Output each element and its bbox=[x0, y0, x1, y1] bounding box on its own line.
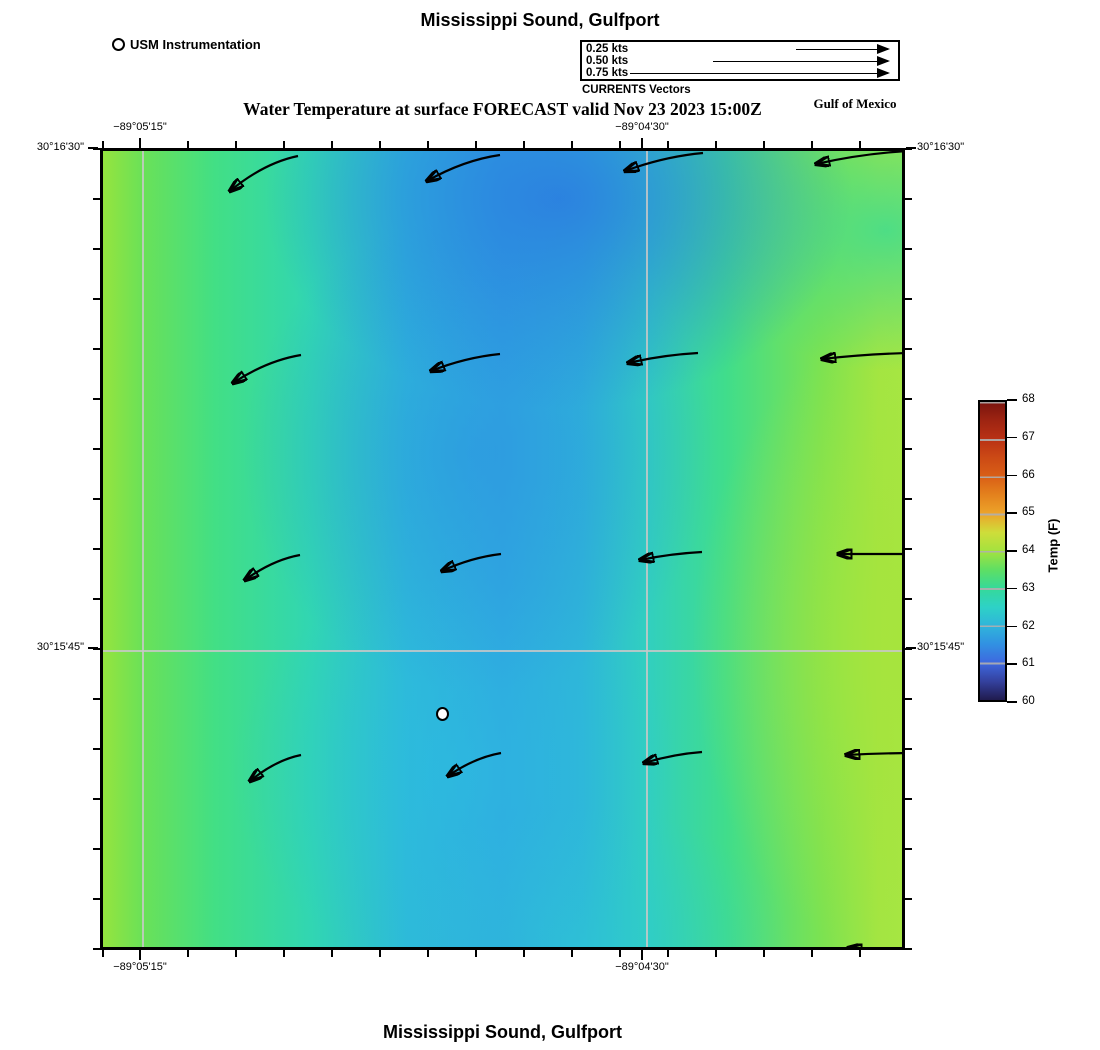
current-vector-arrow bbox=[816, 151, 902, 164]
map-plot bbox=[100, 148, 905, 950]
current-vector-arrow bbox=[448, 751, 502, 776]
major-tick bbox=[139, 138, 141, 148]
current-vector-arrow bbox=[245, 553, 301, 580]
axis-ticks-right bbox=[905, 148, 912, 950]
currents-legend-box: 0.25 kts 0.50 kts 0.75 kts bbox=[580, 40, 900, 81]
major-tick bbox=[88, 147, 98, 149]
forecast-subtitle: Water Temperature at surface FORECAST va… bbox=[243, 99, 762, 119]
x-axis-label-top: −89°05'15" bbox=[113, 121, 167, 133]
major-tick bbox=[641, 950, 643, 960]
station-marker-icon bbox=[112, 38, 125, 51]
gulf-of-mexico-label: Gulf of Mexico bbox=[813, 96, 897, 111]
colorbar-tick bbox=[1007, 399, 1017, 401]
currents-legend-row: 0.25 kts bbox=[586, 43, 894, 55]
colorbar-tick bbox=[1007, 512, 1017, 514]
current-vector-arrow bbox=[644, 750, 703, 763]
current-vector-arrow bbox=[822, 353, 902, 359]
major-tick bbox=[139, 950, 141, 960]
current-vector-arrow bbox=[640, 550, 703, 560]
colorbar-tick-label: 67 bbox=[1022, 430, 1035, 443]
scale-arrow-icon bbox=[796, 43, 890, 54]
gridline-vertical bbox=[646, 151, 648, 947]
usm-station-marker bbox=[436, 707, 449, 721]
currents-legend-speed-label: 0.50 kts bbox=[586, 55, 629, 67]
currents-legend-row: 0.50 kts bbox=[586, 55, 894, 67]
figure-footer-title: Mississippi Sound, Gulfport bbox=[382, 1022, 622, 1042]
arrowhead-icon bbox=[877, 43, 890, 54]
arrowhead-icon bbox=[877, 67, 890, 78]
colorbar-tick bbox=[1007, 474, 1017, 476]
current-vector-arrow bbox=[625, 151, 704, 171]
colorbar-tick-label: 63 bbox=[1022, 581, 1035, 594]
figure-title: Mississippi Sound, Gulfport bbox=[420, 10, 660, 30]
major-tick bbox=[906, 147, 916, 149]
colorbar-tick-label: 64 bbox=[1022, 544, 1035, 556]
y-axis-label-left: 30°16'30" bbox=[36, 141, 84, 153]
gridline-horizontal bbox=[103, 650, 902, 652]
major-tick bbox=[641, 138, 643, 148]
y-axis-label-right: 30°15'45" bbox=[917, 641, 965, 653]
axis-ticks-bottom bbox=[100, 950, 905, 957]
colorbar-tick bbox=[1007, 663, 1017, 665]
colorbar-tick bbox=[1007, 550, 1017, 552]
colorbar-tick bbox=[1007, 625, 1017, 627]
current-vector-arrow bbox=[431, 352, 501, 371]
currents-legend-speed-label: 0.25 kts bbox=[586, 43, 629, 55]
x-axis-label-bottom: −89°04'30" bbox=[615, 961, 669, 973]
colorbar-tick-label: 62 bbox=[1022, 619, 1035, 632]
x-axis-label-top: −89°04'30" bbox=[615, 121, 669, 133]
current-vector-arrow bbox=[628, 351, 699, 363]
current-vectors-svg bbox=[103, 151, 902, 947]
major-tick bbox=[88, 647, 98, 649]
major-tick bbox=[906, 647, 916, 649]
scale-arrow-icon bbox=[630, 67, 890, 78]
current-vector-arrow bbox=[230, 154, 299, 191]
colorbar-tick-label: 60 bbox=[1022, 695, 1035, 707]
y-axis-label-right: 30°16'30" bbox=[917, 141, 965, 153]
gridline-vertical bbox=[142, 151, 144, 947]
colorbar-tick-label: 61 bbox=[1022, 657, 1035, 670]
current-vector-arrow bbox=[250, 753, 302, 781]
current-vector-arrow bbox=[427, 153, 501, 181]
current-vector-arrow bbox=[233, 353, 302, 383]
current-vector-arrow bbox=[846, 753, 902, 755]
axis-ticks-left bbox=[93, 148, 100, 950]
colorbar-tick-label: 65 bbox=[1022, 506, 1035, 519]
currents-legend-caption: CURRENTS Vectors bbox=[582, 84, 691, 96]
colorbar-tick bbox=[1007, 436, 1017, 439]
colorbar-tick-label: 66 bbox=[1022, 468, 1035, 481]
usm-legend-label: USM Instrumentation bbox=[130, 37, 261, 52]
colorbar-tick-label: 68 bbox=[1022, 393, 1035, 405]
currents-legend-row: 0.75 kts bbox=[586, 67, 894, 79]
scale-arrow-icon bbox=[713, 55, 890, 66]
usm-legend: USM Instrumentation bbox=[112, 37, 261, 52]
colorbar-axis-label: Temp (F) bbox=[1045, 518, 1061, 573]
colorbar bbox=[978, 400, 1007, 702]
arrowhead-icon bbox=[877, 55, 890, 66]
currents-legend-speed-label: 0.75 kts bbox=[586, 67, 629, 79]
axis-ticks-top bbox=[100, 141, 905, 148]
colorbar-tick bbox=[1007, 587, 1017, 590]
current-vector-arrow bbox=[442, 552, 502, 571]
x-axis-label-bottom: −89°05'15" bbox=[113, 961, 167, 973]
y-axis-label-left: 30°15'45" bbox=[36, 641, 84, 653]
colorbar-tick bbox=[1007, 701, 1017, 703]
